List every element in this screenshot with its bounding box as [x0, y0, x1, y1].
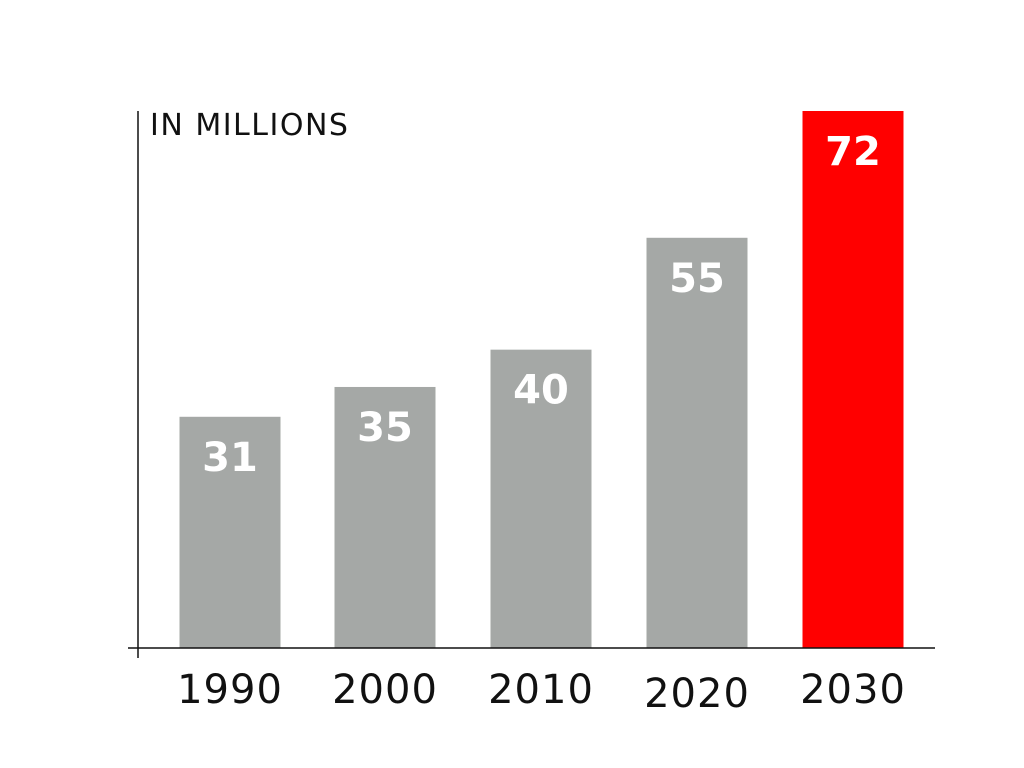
- data-labels-layer: 31 35 40 55 72: [202, 129, 881, 481]
- y-axis-label: IN MILLIONS: [150, 108, 349, 143]
- bars-layer: [179, 111, 904, 648]
- x-tick-label-2030: 2030: [800, 667, 906, 713]
- data-label-2010: 40: [513, 368, 569, 414]
- bar-2020: [646, 237, 748, 648]
- data-label-2000: 35: [357, 405, 413, 451]
- x-tick-label-2020: 2020: [644, 671, 750, 717]
- bar-2000: [334, 386, 436, 648]
- x-tick-label-1990: 1990: [177, 667, 283, 713]
- bar-1990: [179, 416, 281, 648]
- axes: IN MILLIONS: [128, 108, 935, 658]
- x-tick-label-2000: 2000: [332, 667, 438, 713]
- bar-2010: [490, 349, 592, 648]
- x-tick-label-2010: 2010: [488, 667, 594, 713]
- bar-2030: [802, 111, 904, 648]
- data-label-1990: 31: [202, 435, 258, 481]
- data-label-2020: 55: [669, 256, 725, 302]
- data-label-2030: 72: [825, 129, 881, 175]
- x-tick-labels: 1990 2000 2010 2020 2030: [177, 667, 906, 717]
